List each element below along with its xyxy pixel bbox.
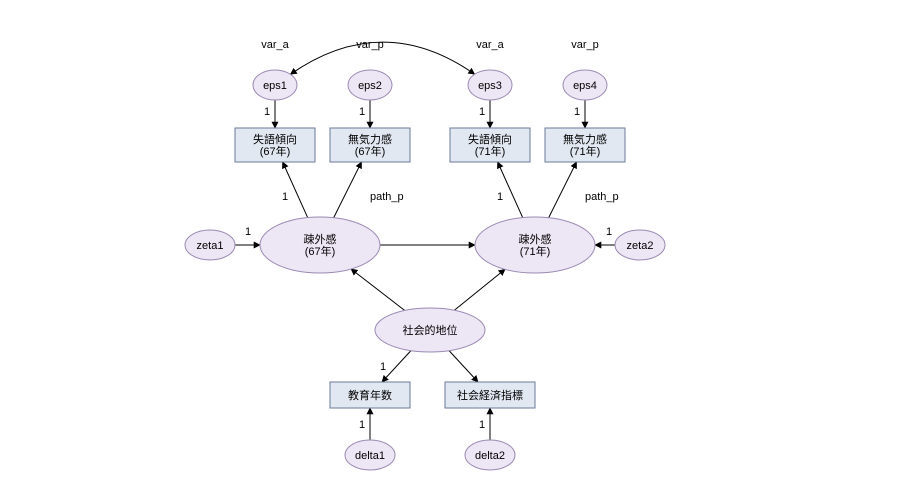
edge-label: 1 [497, 191, 503, 203]
node-label-eps2: eps2 [358, 80, 382, 92]
edge-ses-lat2 [454, 269, 505, 310]
node-label-r1: 失語傾向 [253, 132, 297, 146]
variance-label: var_a [261, 39, 289, 51]
edge-label: 1 [479, 419, 485, 431]
variance-label: var_p [571, 39, 599, 51]
node-label-r2: (67年) [355, 144, 386, 158]
node-label-lat2: (71年) [520, 244, 551, 258]
node-label-zeta2: zeta2 [627, 240, 654, 252]
node-label-zeta1: zeta1 [197, 240, 224, 252]
node-label-sei: 社会経済指標 [457, 388, 523, 402]
node-label-d1: delta1 [355, 450, 385, 462]
edge-label: 1 [264, 106, 270, 118]
edge-lat1-r2 [334, 162, 362, 218]
node-label-r2: 無気力感 [348, 132, 392, 146]
node-label-d2: delta2 [475, 450, 505, 462]
edge-label: 1 [380, 361, 386, 373]
edge-label: 1 [359, 419, 365, 431]
edge-ses-sei [449, 351, 478, 382]
node-label-edu: 教育年数 [348, 388, 392, 402]
edge-label: path_p [585, 191, 619, 203]
edge-label: 1 [574, 106, 580, 118]
node-label-lat1: (67年) [305, 244, 336, 258]
edge-lat2-r4 [549, 162, 577, 218]
node-label-ses: 社会的地位 [403, 323, 458, 337]
node-label-eps3: eps3 [478, 80, 502, 92]
edge-ses-edu [382, 351, 411, 382]
node-label-r1: (67年) [260, 144, 291, 158]
edge-lat2-r3 [498, 162, 523, 218]
variance-label: var_a [476, 39, 504, 51]
edge-label: 1 [606, 226, 612, 238]
node-label-eps1: eps1 [263, 80, 287, 92]
edge-label: path_p [370, 191, 404, 203]
sem-path-diagram: 1 1 1 1 1 path_p 1 path_p 1 1 1 1 1 eps1 eps2 eps3 eps4 失… [0, 0, 900, 500]
node-label-r4: 無気力感 [563, 132, 607, 146]
node-label-lat2: 疎外感 [519, 233, 552, 246]
node-label-r3: 失語傾向 [468, 132, 512, 146]
edge-label: 1 [282, 191, 288, 203]
edge-label: 1 [479, 106, 485, 118]
edge-label: 1 [245, 226, 251, 238]
variance-label: var_p [356, 39, 384, 51]
node-label-r3: (71年) [475, 144, 506, 158]
node-label-eps4: eps4 [573, 80, 597, 92]
edge-lat1-r1 [283, 162, 308, 218]
edge-ses-lat1 [351, 269, 405, 310]
edge-label: 1 [359, 106, 365, 118]
node-label-r4: (71年) [570, 144, 601, 158]
node-label-lat1: 疎外感 [304, 233, 337, 246]
